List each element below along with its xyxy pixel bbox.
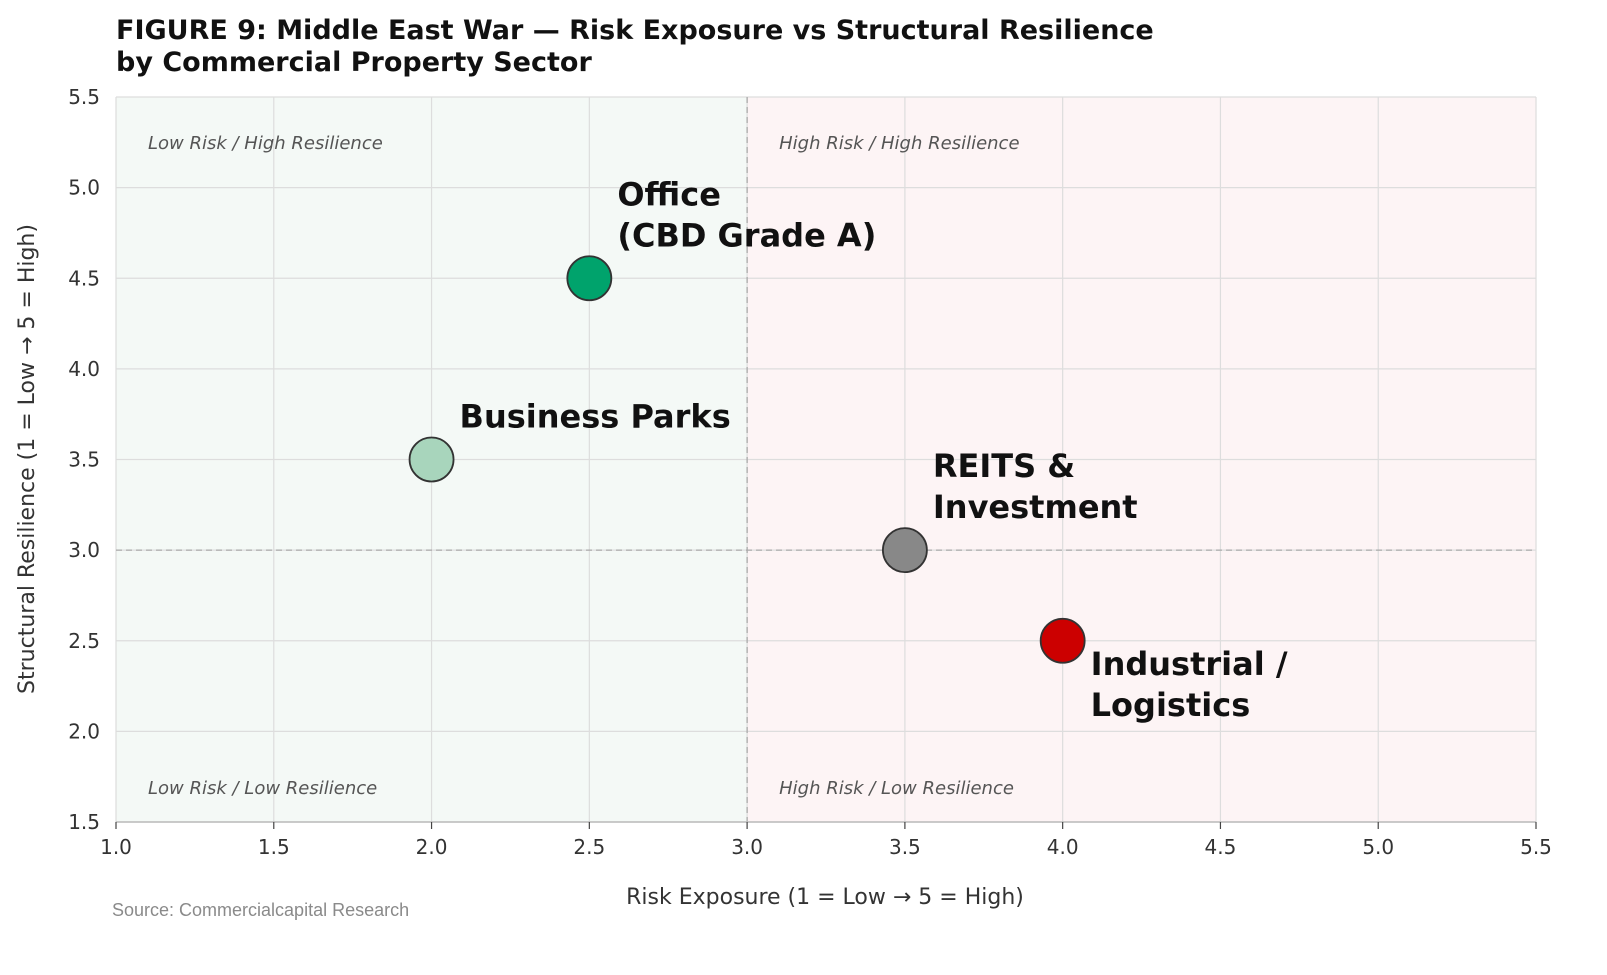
x-tick-label: 2.5	[573, 835, 605, 859]
x-tick-label: 3.0	[731, 835, 763, 859]
quadrant-label-top-right: High Risk / High Resilience	[779, 133, 1019, 154]
data-point-label: Industrial / Logistics	[1091, 645, 1288, 724]
y-tick-label: 1.5	[68, 810, 100, 834]
y-axis-ticks: 1.5 2.0 2.5 3.0 3.5 4.0 4.5 5.0 5.5	[68, 85, 100, 834]
quadrant-label-bottom-right: High Risk / Low Resilience	[779, 778, 1014, 799]
data-point-marker	[566, 255, 613, 302]
data-point-label: REITS & Investment	[933, 447, 1138, 526]
y-tick-label: 4.0	[68, 357, 100, 381]
x-axis-label: Risk Exposure (1 = Low → 5 = High)	[626, 885, 1024, 910]
x-tick-label: 1.0	[100, 835, 132, 859]
y-tick-label: 5.0	[68, 176, 100, 200]
y-tick-label: 3.5	[68, 448, 100, 472]
data-point-label: Business Parks	[460, 398, 731, 436]
quadrant-label-bottom-left: Low Risk / Low Resilience	[148, 778, 377, 799]
data-point-label: Office (CBD Grade A)	[617, 175, 876, 254]
data-point-label-line: Industrial /	[1091, 645, 1288, 683]
data-point-marker	[881, 527, 928, 574]
data-point-label-line: REITS &	[933, 447, 1075, 485]
data-point-label-line: Office	[617, 175, 721, 213]
quadrant-label-top-left: Low Risk / High Resilience	[148, 133, 383, 154]
y-tick-label: 5.5	[68, 85, 100, 109]
data-point-marker	[408, 436, 455, 483]
y-tick-label: 4.5	[68, 266, 100, 290]
x-tick-label: 4.5	[1205, 835, 1237, 859]
data-point-label-line: Investment	[933, 488, 1138, 526]
y-tick-label: 2.0	[68, 719, 100, 743]
data-point-label-line: Logistics	[1091, 686, 1251, 724]
x-axis-ticks: 1.0 1.5 2.0 2.5 3.0 3.5 4.0 4.5 5.0 5.5	[100, 822, 1552, 859]
y-tick-label: 2.5	[68, 629, 100, 653]
x-tick-label: 3.5	[889, 835, 921, 859]
y-tick-label: 3.0	[68, 538, 100, 562]
chart-title-line-1: FIGURE 9: Middle East War — Risk Exposur…	[116, 15, 1154, 46]
x-tick-label: 1.5	[258, 835, 290, 859]
x-tick-label: 5.0	[1362, 835, 1394, 859]
data-points: Office (CBD Grade A) Business Parks REITS &…	[408, 175, 1288, 724]
quadrant-dividers	[116, 97, 1536, 822]
data-point-label-line: (CBD Grade A)	[617, 216, 876, 254]
x-tick-label: 4.0	[1047, 835, 1079, 859]
data-point-label-line: Business Parks	[460, 398, 731, 436]
chart-title-line-2: by Commercial Property Sector	[116, 47, 592, 78]
y-axis-label: Structural Resilience (1 = Low → 5 = Hig…	[15, 224, 40, 694]
x-tick-label: 2.0	[416, 835, 448, 859]
quadrant-labels: Low Risk / High Resilience High Risk / H…	[148, 133, 1020, 799]
source-note: Source: Commercialcapital Research	[112, 900, 409, 920]
x-tick-label: 5.5	[1520, 835, 1552, 859]
data-point-marker	[1039, 617, 1086, 664]
